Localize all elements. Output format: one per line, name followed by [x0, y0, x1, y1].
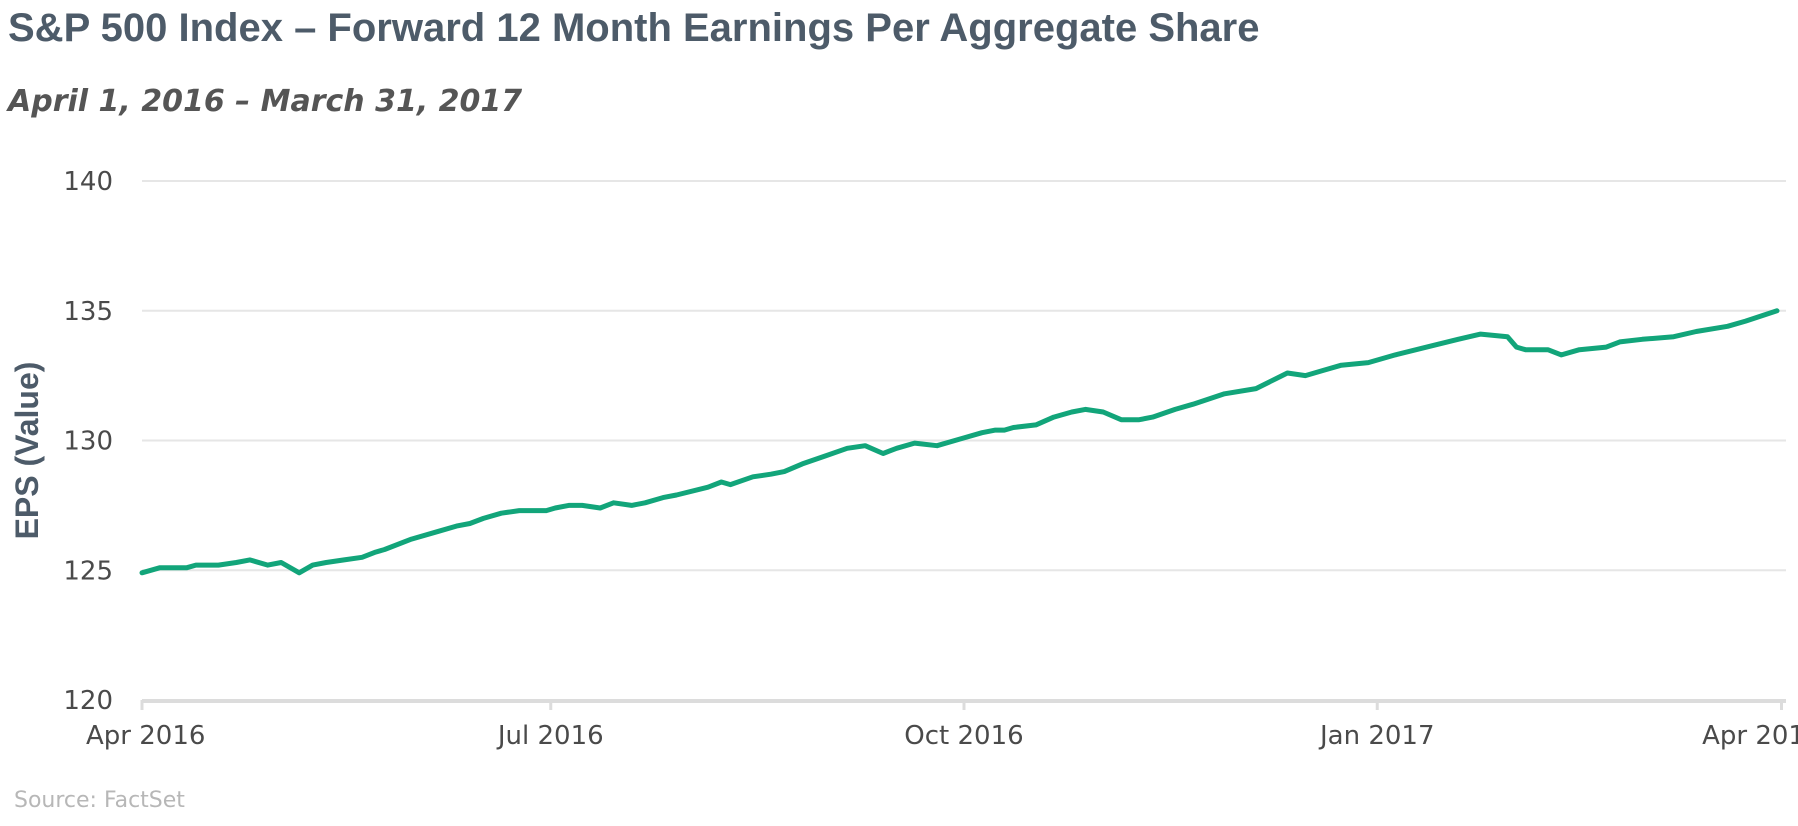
y-axis-label: EPS (Value): [9, 362, 45, 540]
y-tick-label-125: 125: [63, 556, 113, 586]
x-tick-label-2: Oct 2016: [904, 721, 1023, 751]
x-tick-label-1: Jul 2016: [496, 721, 604, 751]
y-tick-label-135: 135: [63, 297, 113, 327]
line-chart: 120 125 130 135 140 Apr 2016 Jul 2016 Oct 2016…: [9, 167, 1798, 751]
y-axis-ticks: 120 125 130 135 140: [63, 167, 113, 716]
gridlines: [142, 180, 1786, 572]
y-tick-label-130: 130: [63, 427, 113, 457]
y-tick-label-120: 120: [63, 686, 113, 716]
x-axis-ticks: Apr 2016 Jul 2016 Oct 2016 Jan 2017 Apr 2017: [86, 700, 1798, 751]
source-note: Source: FactSet: [14, 788, 185, 813]
eps-series-line: [139, 308, 1780, 576]
chart-title: S&P 500 Index – Forward 12 Month Earning…: [8, 6, 1260, 50]
chart-subtitle: April 1, 2016 – March 31, 2017: [8, 84, 523, 119]
y-tick-label-140: 140: [63, 167, 113, 197]
x-tick-label-4: Apr 2017: [1702, 721, 1798, 751]
x-tick-label-0: Apr 2016: [86, 721, 205, 751]
x-tick-label-3: Jan 2017: [1318, 721, 1435, 751]
